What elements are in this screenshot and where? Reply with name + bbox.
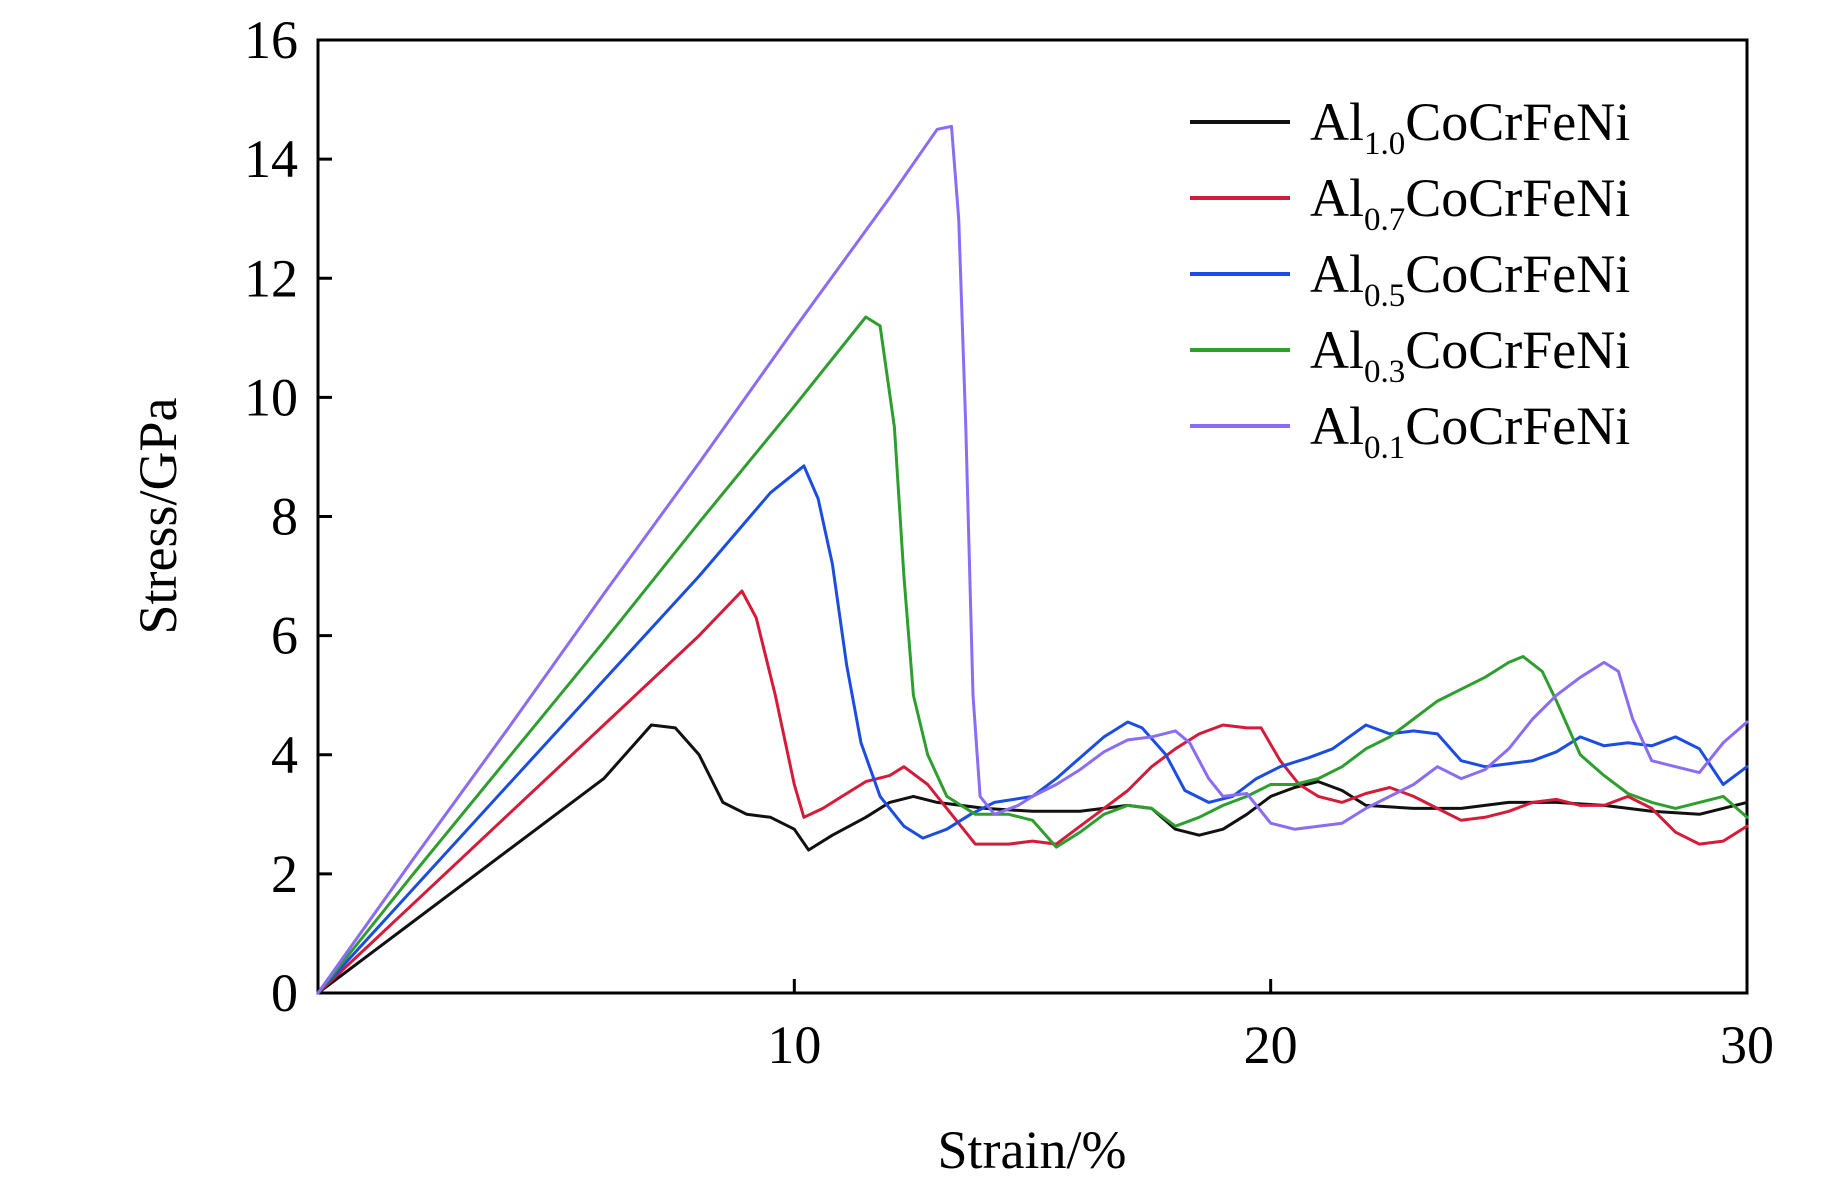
legend-label: Al0.3CoCrFeNi <box>1310 320 1630 390</box>
series-layer <box>316 124 1749 995</box>
x-tick-label: 10 <box>767 1015 821 1075</box>
legend-label-rest: CoCrFeNi <box>1405 168 1630 228</box>
series-line-al1-0cocrfeni <box>316 723 1749 995</box>
legend-label-base: Al <box>1310 396 1364 456</box>
y-tick-label: 6 <box>271 606 298 666</box>
x-tick-labels: 10 20 30 <box>767 1015 1774 1075</box>
y-tick-labels: 0 2 4 6 8 10 12 14 16 <box>244 10 298 1023</box>
x-tick-label: 30 <box>1720 1015 1774 1075</box>
legend-label-base: Al <box>1310 320 1364 380</box>
legend: Al1.0CoCrFeNiAl0.7CoCrFeNiAl0.5CoCrFeNiA… <box>1190 92 1630 466</box>
legend-label-rest: CoCrFeNi <box>1405 92 1630 152</box>
series-line-al0-5cocrfeni <box>316 464 1749 995</box>
y-tick-label: 4 <box>271 725 298 785</box>
y-tick-label: 2 <box>271 844 298 904</box>
legend-label-subscript: 1.0 <box>1364 126 1405 162</box>
legend-label-subscript: 0.7 <box>1364 202 1405 238</box>
legend-label: Al0.5CoCrFeNi <box>1310 244 1630 314</box>
legend-label: Al0.1CoCrFeNi <box>1310 396 1630 466</box>
y-tick-label: 8 <box>271 487 298 547</box>
legend-label: Al1.0CoCrFeNi <box>1310 92 1630 162</box>
legend-label-subscript: 0.5 <box>1364 278 1405 314</box>
x-tick-label: 20 <box>1244 1015 1298 1075</box>
axis-ticks <box>318 38 1749 995</box>
series-line-al0-1cocrfeni <box>316 124 1749 995</box>
legend-label: Al0.7CoCrFeNi <box>1310 168 1630 238</box>
y-tick-label: 14 <box>244 129 298 189</box>
x-axis-title: Strain/% <box>938 1120 1127 1180</box>
y-tick-label: 16 <box>244 10 298 70</box>
legend-label-rest: CoCrFeNi <box>1405 244 1630 304</box>
legend-label-rest: CoCrFeNi <box>1405 396 1630 456</box>
legend-label-subscript: 0.1 <box>1364 430 1405 466</box>
legend-label-base: Al <box>1310 168 1364 228</box>
y-axis-title: Stress/GPa <box>128 397 188 634</box>
series-line-al0-7cocrfeni <box>316 589 1749 995</box>
legend-label-subscript: 0.3 <box>1364 354 1405 390</box>
y-tick-label: 12 <box>244 248 298 308</box>
series-line-al0-3cocrfeni <box>316 315 1749 995</box>
legend-label-base: Al <box>1310 92 1364 152</box>
legend-label-base: Al <box>1310 244 1364 304</box>
legend-label-rest: CoCrFeNi <box>1405 320 1630 380</box>
y-tick-label: 10 <box>244 367 298 427</box>
y-tick-label: 0 <box>271 963 298 1023</box>
